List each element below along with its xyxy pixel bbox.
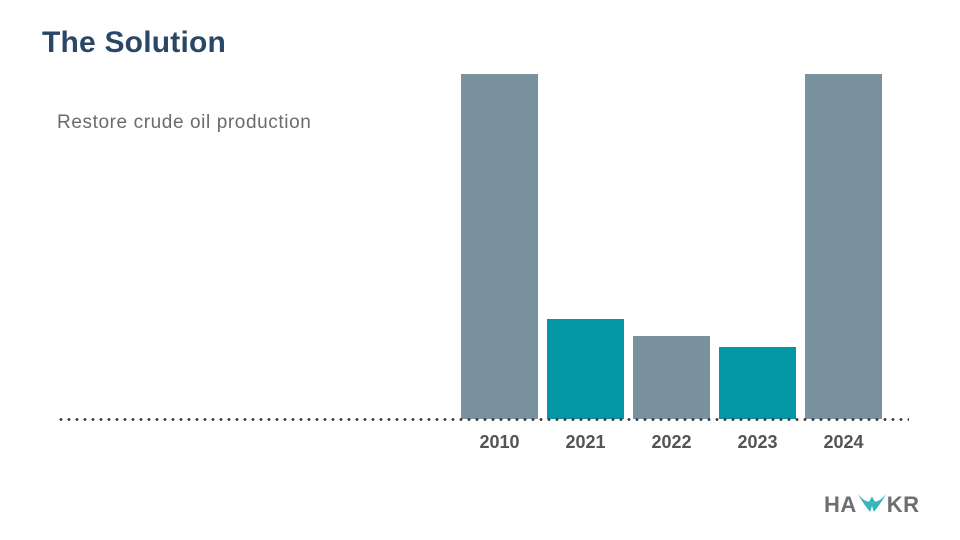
- bar-chart: 2010 2021 2022 2023 2024: [57, 74, 909, 474]
- bar-2024: [805, 74, 882, 419]
- x-tick-label: 2024: [823, 432, 864, 452]
- x-tick-label: 2023: [737, 432, 778, 452]
- logo-text-right: KR: [886, 492, 920, 517]
- bar-2022: [633, 336, 710, 419]
- hawkr-logo: HA KR: [824, 492, 920, 518]
- hawkr-bird-icon: [857, 494, 886, 512]
- bar-2021: [547, 319, 624, 419]
- dotted-baseline: [57, 417, 909, 422]
- x-tick-label: 2010: [479, 432, 520, 452]
- logo-text-left: HA: [824, 492, 857, 517]
- slide-subtitle: Restore crude oil production: [57, 112, 312, 133]
- x-tick-label: 2021: [565, 432, 606, 452]
- page-title: The Solution: [42, 26, 227, 59]
- chart-plot-area: [57, 74, 909, 419]
- bar-2023: [719, 347, 796, 419]
- bar-2010: [461, 74, 538, 419]
- x-tick-label: 2022: [651, 432, 692, 452]
